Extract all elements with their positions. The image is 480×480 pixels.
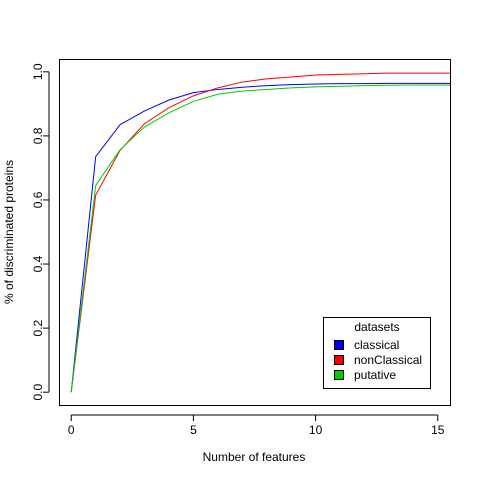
- y-tick-label: 0.4: [31, 255, 45, 272]
- y-tick-label: 0.8: [31, 127, 45, 144]
- series-lines: [70, 72, 450, 393]
- series-line-nonClassical: [70, 72, 450, 393]
- series-line-classical: [70, 82, 450, 393]
- x-axis: 0 5 10 15: [68, 414, 445, 437]
- x-tick-label: 15: [431, 423, 445, 437]
- x-tick-label: 5: [190, 423, 197, 437]
- y-tick-label: 0.6: [31, 191, 45, 208]
- legend-swatch-nonClassical: [334, 355, 344, 365]
- y-tick-label: 0.0: [31, 384, 45, 401]
- plot-frame: [59, 59, 451, 406]
- x-tick-label: 10: [309, 423, 323, 437]
- y-axis-title: % of discriminated proteins: [2, 160, 16, 304]
- series-line-putative: [70, 84, 450, 393]
- legend-label-nonClassical: nonClassical: [354, 353, 422, 367]
- legend-label-classical: classical: [354, 338, 399, 352]
- legend-label-putative: putative: [354, 368, 396, 382]
- legend-title: datasets: [354, 320, 399, 334]
- x-tick-label: 0: [68, 423, 75, 437]
- y-tick-label: 0.2: [31, 319, 45, 336]
- y-axis: 0.0 0.2 0.4 0.6 0.8 1.0: [31, 63, 50, 401]
- legend-swatch-putative: [334, 370, 344, 380]
- legend-swatch-classical: [334, 340, 344, 350]
- y-tick-label: 1.0: [31, 63, 45, 80]
- x-axis-title: Number of features: [203, 450, 306, 464]
